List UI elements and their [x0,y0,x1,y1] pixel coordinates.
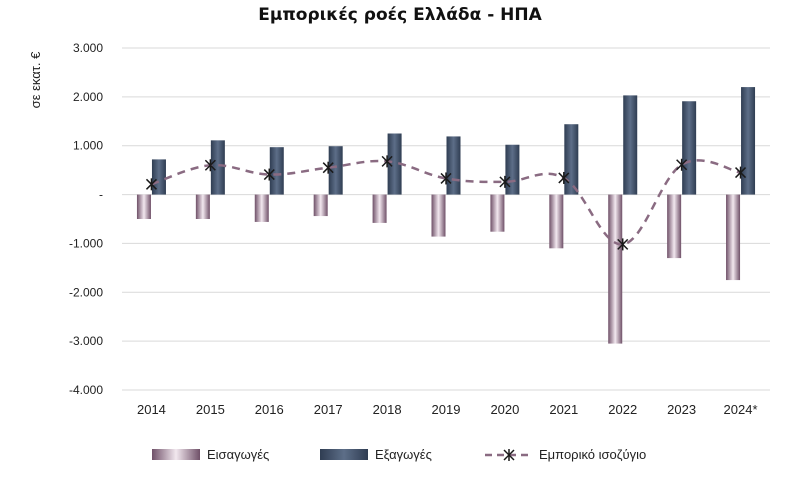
legend-item-imports: Εισαγωγές [152,447,269,462]
x-axis-ticks: 2014 2015 2016 2017 2018 2019 2020 2021 2022 2023… [137,402,758,417]
bar-imports [254,194,269,222]
balance-point [558,171,570,184]
bar-imports [313,194,328,217]
y-tick-label: -2.000 [69,285,103,299]
bar-exports [210,140,225,195]
y-tick-label: 3.000 [73,41,103,55]
bar-exports [269,147,284,195]
legend-item-exports: Εξαγωγές [320,447,432,462]
legend-swatch-imports [152,449,200,460]
bar-exports [564,124,579,195]
bar-exports [151,159,166,195]
balance-point [145,178,157,191]
balance-point [263,168,275,181]
y-tick-label: 2.000 [73,90,103,104]
x-tick-label: 2019 [432,402,461,417]
bar-imports [726,194,741,281]
bar-exports [682,101,697,195]
bar-imports [136,194,151,219]
gridlines [122,47,770,391]
legend-swatch-exports [320,449,368,460]
x-tick-label: 2021 [549,402,578,417]
legend-label-imports: Εισαγωγές [207,447,269,462]
bar-exports [505,144,520,195]
x-tick-label: 2015 [196,402,225,417]
bar-exports [741,87,756,195]
balance-point [735,166,747,179]
legend-label-exports: Εξαγωγές [375,447,432,462]
x-tick-label: 2020 [490,402,519,417]
y-tick-label: 1.000 [73,139,103,153]
y-tick-label: - [99,188,103,202]
balance-point [499,175,511,188]
balance-point [322,161,334,174]
y-tick-label: -3.000 [69,334,103,348]
x-tick-label: 2018 [373,402,402,417]
balance-point [676,158,688,171]
balance-point [204,159,216,172]
y-tick-label: -1.000 [69,236,103,250]
bar-exports [328,146,343,195]
bar-imports [195,194,210,219]
y-axis-ticks: 3.000 2.000 1.000 - -1.000 -2.000 -3.000 -4.000 [69,41,103,397]
bar-imports [667,194,682,259]
balance-line-path [151,159,741,246]
legend: Εισαγωγές Εξαγωγές Εμπορικό ισοζύγιο [152,447,646,462]
y-axis-label: σε εκατ. € [28,51,43,108]
bar-imports [608,194,623,344]
x-tick-label: 2022 [608,402,637,417]
bar-exports [446,136,461,195]
x-tick-label: 2014 [137,402,166,417]
legend-item-balance: Εμπορικό ισοζύγιο [485,447,646,462]
y-tick-label: -4.000 [69,383,103,397]
bar-imports [372,194,387,223]
legend-marker-balance [503,449,515,461]
x-tick-label: 2016 [255,402,284,417]
legend-label-balance: Εμπορικό ισοζύγιο [539,447,646,462]
x-tick-label: 2017 [314,402,343,417]
bar-imports [549,194,564,249]
balance-point [440,172,452,185]
chart-title: Εμπορικές ροές Ελλάδα - ΗΠΑ [258,5,542,25]
x-tick-label: 2023 [667,402,696,417]
bar-exports [387,133,402,195]
bars [136,87,756,344]
balance-line [145,155,747,251]
bar-imports [490,194,505,232]
balance-point [381,155,393,168]
bar-exports [623,95,638,195]
x-tick-label: 2024* [724,402,758,417]
balance-point [617,238,629,251]
bar-imports [431,194,446,237]
